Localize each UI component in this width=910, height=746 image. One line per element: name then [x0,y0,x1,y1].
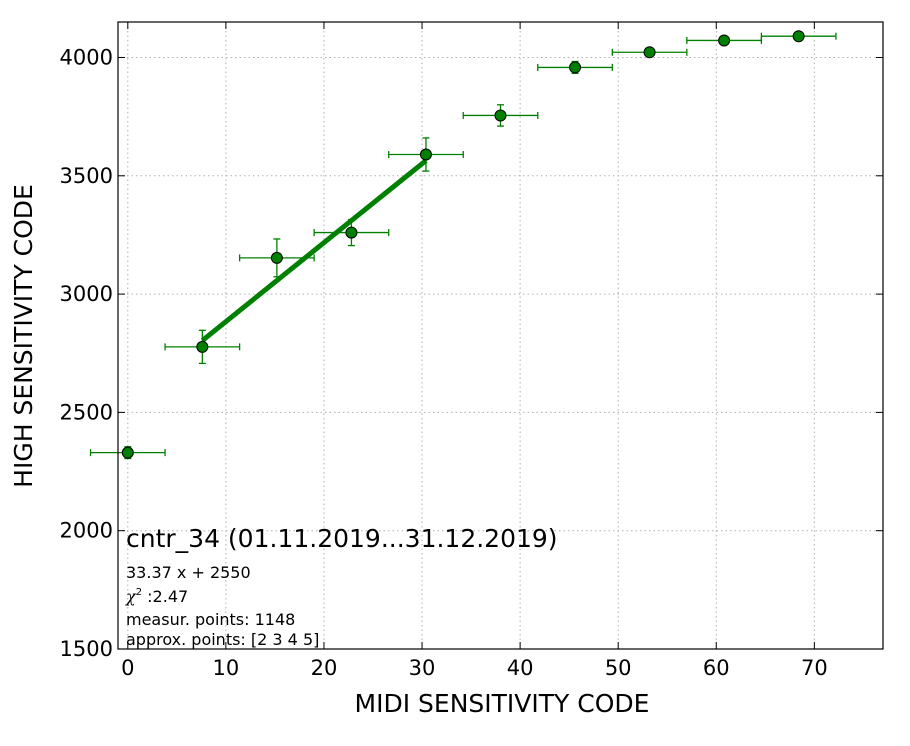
y-tick-label: 3500 [60,164,113,188]
chi-square: χ2 :2.47 [125,587,188,606]
chi-superscript: 2 [136,587,142,598]
data-point-group [686,34,763,47]
y-tick-label: 2500 [60,400,113,424]
plot-frame [117,21,884,650]
data-point [494,109,507,122]
measur-points: measur. points: 1148 [126,610,295,629]
chi-symbol: χ [125,587,137,606]
data-point [419,148,432,161]
data-point [196,340,209,353]
data-point-group [164,329,241,365]
annotation-title: cntr_34 (01.11.2019...31.12.2019) [126,524,558,553]
data-point-group [388,137,464,172]
approx-points: approx. points: [2 3 4 5] [126,630,319,649]
data-point [345,226,358,239]
data-point [121,446,134,459]
y-tick-label: 2000 [60,519,113,543]
data-points [89,30,837,460]
data-point-group [611,46,688,59]
x-tick-label: 10 [213,656,240,680]
x-tick-label: 0 [121,656,134,680]
y-tick-label: 3000 [60,282,113,306]
fit-equation: 33.37 x + 2550 [126,563,251,582]
data-point-group [537,60,613,74]
data-point [569,61,582,74]
data-point [643,46,656,59]
x-tick-label: 40 [507,656,534,680]
data-point-group [313,218,390,247]
data-point-group [760,30,837,43]
data-point-group [462,104,539,127]
data-point-group [238,238,315,278]
annotation-block: cntr_34 (01.11.2019...31.12.2019) 33.37 … [125,524,558,649]
chi-value: :2.47 [142,587,188,606]
axis-ticks: 0 10 20 30 40 50 60 70 1500 2000 2500 3000 3500 4000 [60,22,883,680]
data-point [718,34,731,47]
data-point [270,251,283,264]
x-tick-label: 60 [703,656,730,680]
data-point [792,30,805,43]
data-point-group [89,446,166,460]
y-axis-label: HIGH SENSITIVITY CODE [9,184,38,488]
x-tick-label: 30 [409,656,436,680]
fit-line [200,158,428,343]
x-tick-label: 50 [605,656,632,680]
x-axis-label: MIDI SENSITIVITY CODE [355,689,650,718]
x-tick-label: 70 [801,656,828,680]
y-tick-label: 1500 [60,637,113,661]
fit-line-group [200,158,428,343]
x-tick-label: 20 [311,656,338,680]
y-tick-label: 4000 [60,45,113,69]
